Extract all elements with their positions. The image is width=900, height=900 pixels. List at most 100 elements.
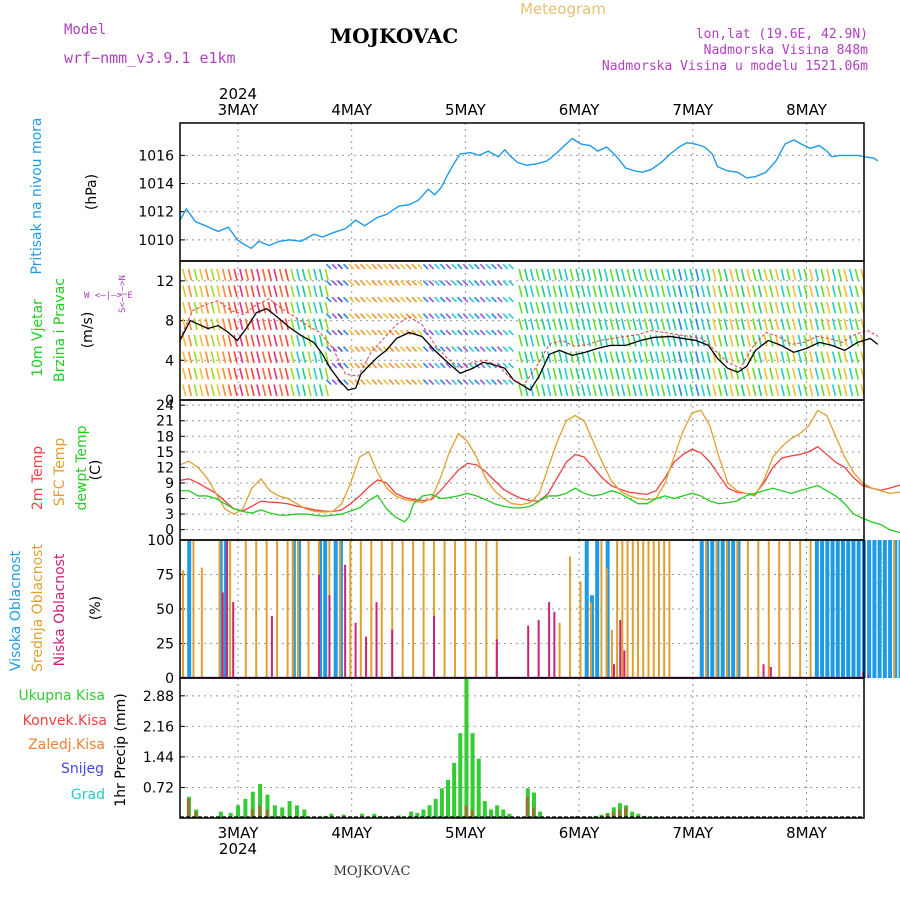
wind-barb [734, 334, 740, 347]
wind-barb [626, 367, 632, 380]
wind-barb [700, 351, 706, 364]
precip-bar-1 [464, 805, 468, 818]
wind-barb [221, 285, 227, 298]
cloud-bar-1 [569, 556, 572, 678]
wind-barb [729, 318, 734, 331]
cloud-bar-1 [621, 540, 624, 678]
wind-barb [388, 362, 395, 369]
wind-barb [256, 351, 261, 364]
wind-barb [563, 318, 569, 331]
wind-barb [638, 301, 643, 314]
wind-barb [746, 285, 751, 298]
cloud-bar-1 [616, 540, 619, 678]
wind-barb [360, 379, 366, 386]
wind-barb [365, 296, 372, 303]
wind-barb [615, 301, 620, 314]
wind-barb [284, 301, 290, 314]
wind-barb [689, 384, 694, 397]
wind-barb [524, 384, 529, 397]
cloud-bar-1 [244, 540, 247, 678]
wind-barb [757, 268, 763, 281]
wind-barb [445, 362, 452, 369]
panel-4: 0.72 1.44 2.16 2.88 [143, 677, 865, 819]
wind-barb [820, 367, 825, 380]
wind-barb [620, 351, 626, 364]
wind-barb [797, 351, 803, 364]
wind-barb [689, 318, 694, 331]
cloud-bar-0 [825, 540, 830, 678]
wind-barb [273, 334, 278, 347]
wind-barb [791, 268, 797, 281]
cloud-bar-1 [495, 540, 498, 678]
wind-barb [199, 351, 204, 364]
cloud-bar-1 [359, 540, 362, 678]
wind-barb [221, 384, 227, 397]
y-tick-label: 50 [156, 602, 174, 618]
wind-barb [803, 334, 808, 347]
wind-barb [221, 334, 227, 347]
wind-barb [677, 301, 683, 314]
wind-barb [826, 268, 831, 281]
wind-barb [456, 379, 463, 386]
wind-barb [717, 301, 723, 314]
wind-barb [399, 296, 406, 303]
wind-barb [586, 268, 592, 281]
wind-barb [638, 285, 643, 298]
wind-barb [752, 384, 757, 397]
wind-barb [388, 346, 395, 353]
wind-barb [723, 384, 728, 397]
wind-barb [575, 384, 580, 397]
wind-barb [603, 301, 609, 314]
wind-barb [193, 367, 198, 380]
wind-barb [428, 346, 435, 353]
wind-barb [757, 384, 763, 397]
wind-barb [598, 301, 603, 314]
wind-barb [439, 379, 446, 386]
wind-barb [552, 351, 557, 364]
y-tick-label: 2.88 [143, 689, 174, 705]
wind-barb [296, 334, 301, 347]
wind-barb [216, 334, 221, 347]
cloud-bar-1 [799, 540, 802, 678]
wind-barb [524, 268, 529, 281]
wind-barb [342, 296, 349, 303]
wind-barb [371, 296, 378, 303]
cloud-bar-1 [349, 540, 352, 678]
wind-barb [820, 384, 825, 397]
wind-barb [193, 268, 198, 281]
wind-barb [371, 263, 378, 270]
precip-bar-0 [421, 809, 426, 818]
wind-barb [456, 313, 463, 320]
wind-barb [666, 351, 671, 364]
cloud-bar-1 [443, 540, 446, 678]
wind-barb [187, 334, 193, 347]
wind-barb [712, 384, 717, 397]
cloud-bar-1 [610, 629, 613, 678]
wind-barb [814, 367, 820, 380]
wind-barb [462, 346, 469, 353]
wind-barb [233, 318, 238, 331]
wind-barb [354, 362, 361, 369]
cloud-bar-1 [297, 540, 300, 678]
wind-barb [451, 263, 458, 270]
cloud-bar-0 [851, 540, 856, 678]
wind-barb [843, 384, 848, 397]
wind-barb [797, 268, 803, 281]
wind-barb [660, 301, 666, 314]
wind-barb [284, 384, 290, 397]
wind-barb [267, 318, 272, 331]
wind-barb [233, 351, 238, 364]
cloud-bar-2 [270, 615, 273, 678]
wind-barb [592, 318, 597, 331]
wind-barb [462, 379, 469, 386]
wind-barb [474, 296, 480, 303]
precip-bar-0 [531, 792, 536, 818]
wind-barb [638, 268, 643, 281]
wind-barb [508, 313, 515, 320]
model-elevation-label: Nadmorska Visina u modelu 1521.06m [602, 59, 868, 74]
wind-barb [382, 313, 389, 320]
wind-barb [677, 318, 683, 331]
wind-barb [626, 351, 632, 364]
wind-barb [848, 285, 854, 298]
wind-barb [468, 280, 475, 287]
